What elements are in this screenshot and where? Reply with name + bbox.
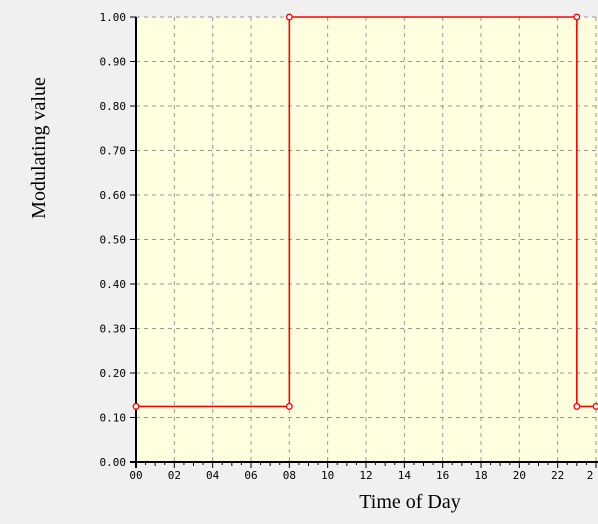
x-tick-label: 02	[168, 469, 181, 482]
grid-lines	[136, 16, 598, 462]
x-axis-ticks: 00 02 04 06 08 10 12 14 16 18 20 22 2	[129, 469, 593, 482]
y-tick-label: 0.40	[100, 278, 127, 291]
y-tick-label: 0.70	[100, 145, 127, 158]
x-tick-label: 08	[283, 469, 296, 482]
data-point	[573, 402, 581, 410]
series-group	[132, 13, 598, 410]
y-tick-label: 0.10	[100, 412, 127, 425]
x-tick-label: 14	[398, 469, 412, 482]
x-tick-label: 00	[129, 469, 142, 482]
x-tick-label: 12	[359, 469, 372, 482]
x-tick-label: 22	[551, 469, 564, 482]
y-tick-label: 0.80	[100, 100, 127, 113]
y-tick-label: 0.30	[100, 323, 127, 336]
x-axis-title: Time of Day	[359, 491, 460, 513]
data-point	[592, 402, 598, 410]
x-tick-label: 16	[436, 469, 449, 482]
y-axis-title: Modulating value	[28, 77, 50, 219]
x-tick-label: 18	[474, 469, 487, 482]
data-point	[573, 13, 581, 21]
x-tick-label: 04	[206, 469, 220, 482]
data-point	[132, 402, 140, 410]
y-tick-label: 0.50	[100, 234, 127, 247]
y-tick-label: 0.20	[100, 367, 127, 380]
data-point	[285, 402, 293, 410]
x-tick-label: 2	[587, 469, 594, 482]
y-axis-ticks: 0.00 0.10 0.20 0.30 0.40 0.50 0.60 0.70 0.80 0.90…	[100, 11, 136, 469]
x-tick-label: 06	[244, 469, 257, 482]
x-tick-label: 20	[513, 469, 526, 482]
x-tick-label: 10	[321, 469, 334, 482]
y-tick-label: 0.90	[100, 56, 127, 69]
y-tick-label: 0.60	[100, 189, 127, 202]
y-tick-label: 0.00	[100, 456, 127, 469]
data-point	[285, 13, 293, 21]
y-tick-label: 1.00	[100, 11, 127, 24]
